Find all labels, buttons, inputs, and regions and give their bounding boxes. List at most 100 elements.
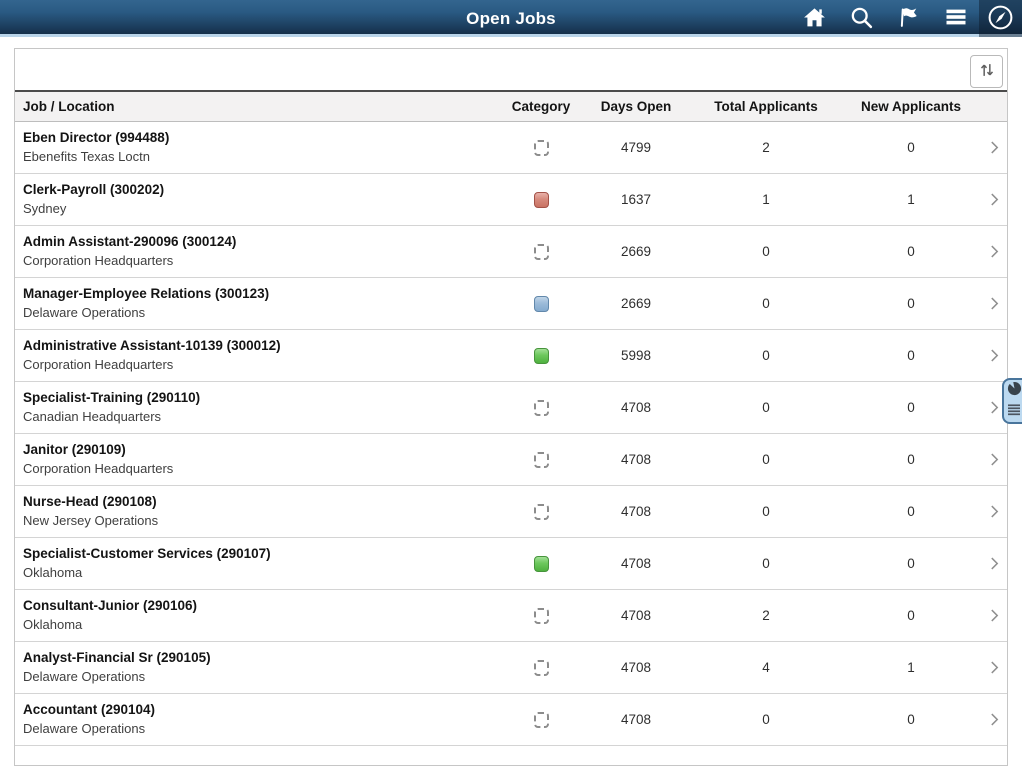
job-location: New Jersey Operations — [23, 512, 159, 528]
days-open-value: 4708 — [620, 608, 652, 623]
column-header-job-location: Job / Location — [23, 99, 115, 114]
job-title: Clerk-Payroll (300202) — [23, 182, 165, 198]
category-cell — [501, 607, 581, 624]
job-location-cell: Admin Assistant-290096 (300124) Corporat… — [15, 232, 501, 270]
flag-icon — [896, 5, 921, 33]
days-open-value: 4708 — [620, 556, 652, 571]
job-title: Eben Director (994488) — [23, 130, 170, 146]
grid-toolbar — [15, 49, 1007, 90]
job-row[interactable]: Administrative Assistant-10139 (300012) … — [15, 330, 1007, 382]
days-open-value: 5998 — [620, 348, 652, 363]
category-icon — [533, 139, 549, 156]
job-row[interactable]: Clerk-Payroll (300202) Sydney 1637 1 1 — [15, 174, 1007, 226]
category-cell — [501, 711, 581, 728]
chevron-right-icon — [981, 556, 1007, 571]
days-open-value: 2669 — [620, 296, 652, 311]
total-applicants-value: 0 — [762, 400, 770, 415]
category-cell — [501, 399, 581, 416]
chevron-right-icon — [981, 244, 1007, 259]
total-applicants-value: 0 — [762, 712, 770, 727]
new-applicants-value: 0 — [907, 504, 915, 519]
total-applicants-value: 0 — [762, 452, 770, 467]
job-title: Administrative Assistant-10139 (300012) — [23, 338, 281, 354]
column-header-new-applicants: New Applicants — [860, 99, 962, 114]
job-row[interactable]: Admin Assistant-290096 (300124) Corporat… — [15, 226, 1007, 278]
category-icon — [533, 399, 549, 416]
job-row[interactable]: Manager-Employee Relations (300123) Dela… — [15, 278, 1007, 330]
job-row[interactable]: Specialist-Training (290110) Canadian He… — [15, 382, 1007, 434]
days-open-value: 4708 — [620, 452, 652, 467]
job-location-cell: Manager-Employee Relations (300123) Dela… — [15, 284, 501, 322]
home-button[interactable] — [791, 0, 838, 37]
job-row[interactable]: Specialist-Customer Services (290107) Ok… — [15, 538, 1007, 590]
new-applicants-value: 0 — [907, 296, 915, 311]
category-cell — [501, 139, 581, 156]
job-row[interactable]: Nurse-Head (290108) New Jersey Operation… — [15, 486, 1007, 538]
job-location-cell: Nurse-Head (290108) New Jersey Operation… — [15, 492, 501, 530]
notification-flag-button[interactable] — [885, 0, 932, 37]
total-applicants-value: 0 — [762, 348, 770, 363]
job-location: Ebenefits Texas Loctn — [23, 148, 150, 164]
new-applicants-value: 0 — [907, 712, 915, 727]
job-location-cell: Accountant (290104) Delaware Operations — [15, 700, 501, 738]
chevron-right-icon — [981, 660, 1007, 675]
job-location: Oklahoma — [23, 616, 83, 632]
page-title: Open Jobs — [466, 8, 556, 28]
column-header-category: Category — [511, 99, 571, 114]
category-icon — [533, 503, 549, 520]
job-row[interactable]: Eben Director (994488) Ebenefits Texas L… — [15, 122, 1007, 174]
app-header: Open Jobs — [0, 0, 1022, 37]
job-row[interactable]: Accountant (290104) Delaware Operations … — [15, 694, 1007, 746]
search-icon — [849, 5, 874, 33]
job-location: Delaware Operations — [23, 720, 146, 736]
total-applicants-value: 4 — [762, 660, 770, 675]
job-title: Specialist-Customer Services (290107) — [23, 546, 271, 562]
job-location: Corporation Headquarters — [23, 252, 174, 268]
new-applicants-value: 1 — [907, 192, 915, 207]
job-title: Accountant (290104) — [23, 702, 156, 718]
total-applicants-value: 2 — [762, 608, 770, 623]
chevron-right-icon — [981, 504, 1007, 519]
days-open-value: 1637 — [620, 192, 652, 207]
chevron-right-icon — [981, 140, 1007, 155]
related-content-tab[interactable] — [1002, 378, 1022, 424]
actions-menu-button[interactable] — [932, 0, 979, 37]
total-applicants-value: 0 — [762, 244, 770, 259]
new-applicants-value: 0 — [907, 140, 915, 155]
category-cell — [501, 295, 581, 312]
category-icon — [533, 347, 549, 364]
job-location-cell: Consultant-Junior (290106) Oklahoma — [15, 596, 501, 634]
table-header-row: Job / Location Category Days Open Total … — [15, 90, 1007, 122]
new-applicants-value: 0 — [907, 452, 915, 467]
search-button[interactable] — [838, 0, 885, 37]
home-icon — [802, 5, 827, 33]
category-icon — [533, 191, 549, 208]
sort-up-down-icon — [977, 60, 997, 83]
job-location: Corporation Headquarters — [23, 356, 174, 372]
new-applicants-value: 0 — [907, 244, 915, 259]
days-open-value: 4708 — [620, 504, 652, 519]
job-row[interactable]: Consultant-Junior (290106) Oklahoma 4708… — [15, 590, 1007, 642]
category-icon — [533, 659, 549, 676]
chevron-right-icon — [981, 400, 1007, 415]
pie-chart-icon — [1007, 381, 1022, 401]
category-icon — [533, 555, 549, 572]
days-open-value: 4708 — [620, 660, 652, 675]
job-location: Delaware Operations — [23, 304, 146, 320]
category-cell — [501, 191, 581, 208]
category-icon — [533, 451, 549, 468]
category-icon — [533, 711, 549, 728]
days-open-value: 4799 — [620, 140, 652, 155]
chevron-right-icon — [981, 192, 1007, 207]
job-row[interactable]: Janitor (290109) Corporation Headquarter… — [15, 434, 1007, 486]
days-open-value: 4708 — [620, 400, 652, 415]
job-title: Manager-Employee Relations (300123) — [23, 286, 270, 302]
job-row[interactable]: Analyst-Financial Sr (290105) Delaware O… — [15, 642, 1007, 694]
job-title: Specialist-Training (290110) — [23, 390, 201, 406]
category-cell — [501, 451, 581, 468]
sort-button[interactable] — [970, 55, 1003, 88]
navbar-button[interactable] — [979, 0, 1022, 37]
job-location: Canadian Headquarters — [23, 408, 162, 424]
chevron-right-icon — [981, 452, 1007, 467]
category-cell — [501, 659, 581, 676]
